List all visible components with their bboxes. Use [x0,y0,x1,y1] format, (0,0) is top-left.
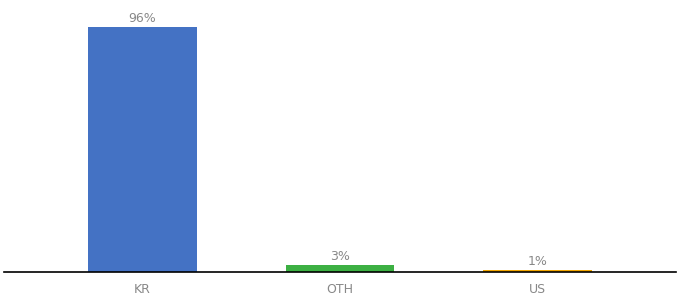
Text: 1%: 1% [528,255,547,268]
Text: 3%: 3% [330,250,350,263]
Bar [286,265,394,272]
Bar [88,27,197,272]
Bar [483,270,592,272]
Text: 96%: 96% [129,12,156,25]
